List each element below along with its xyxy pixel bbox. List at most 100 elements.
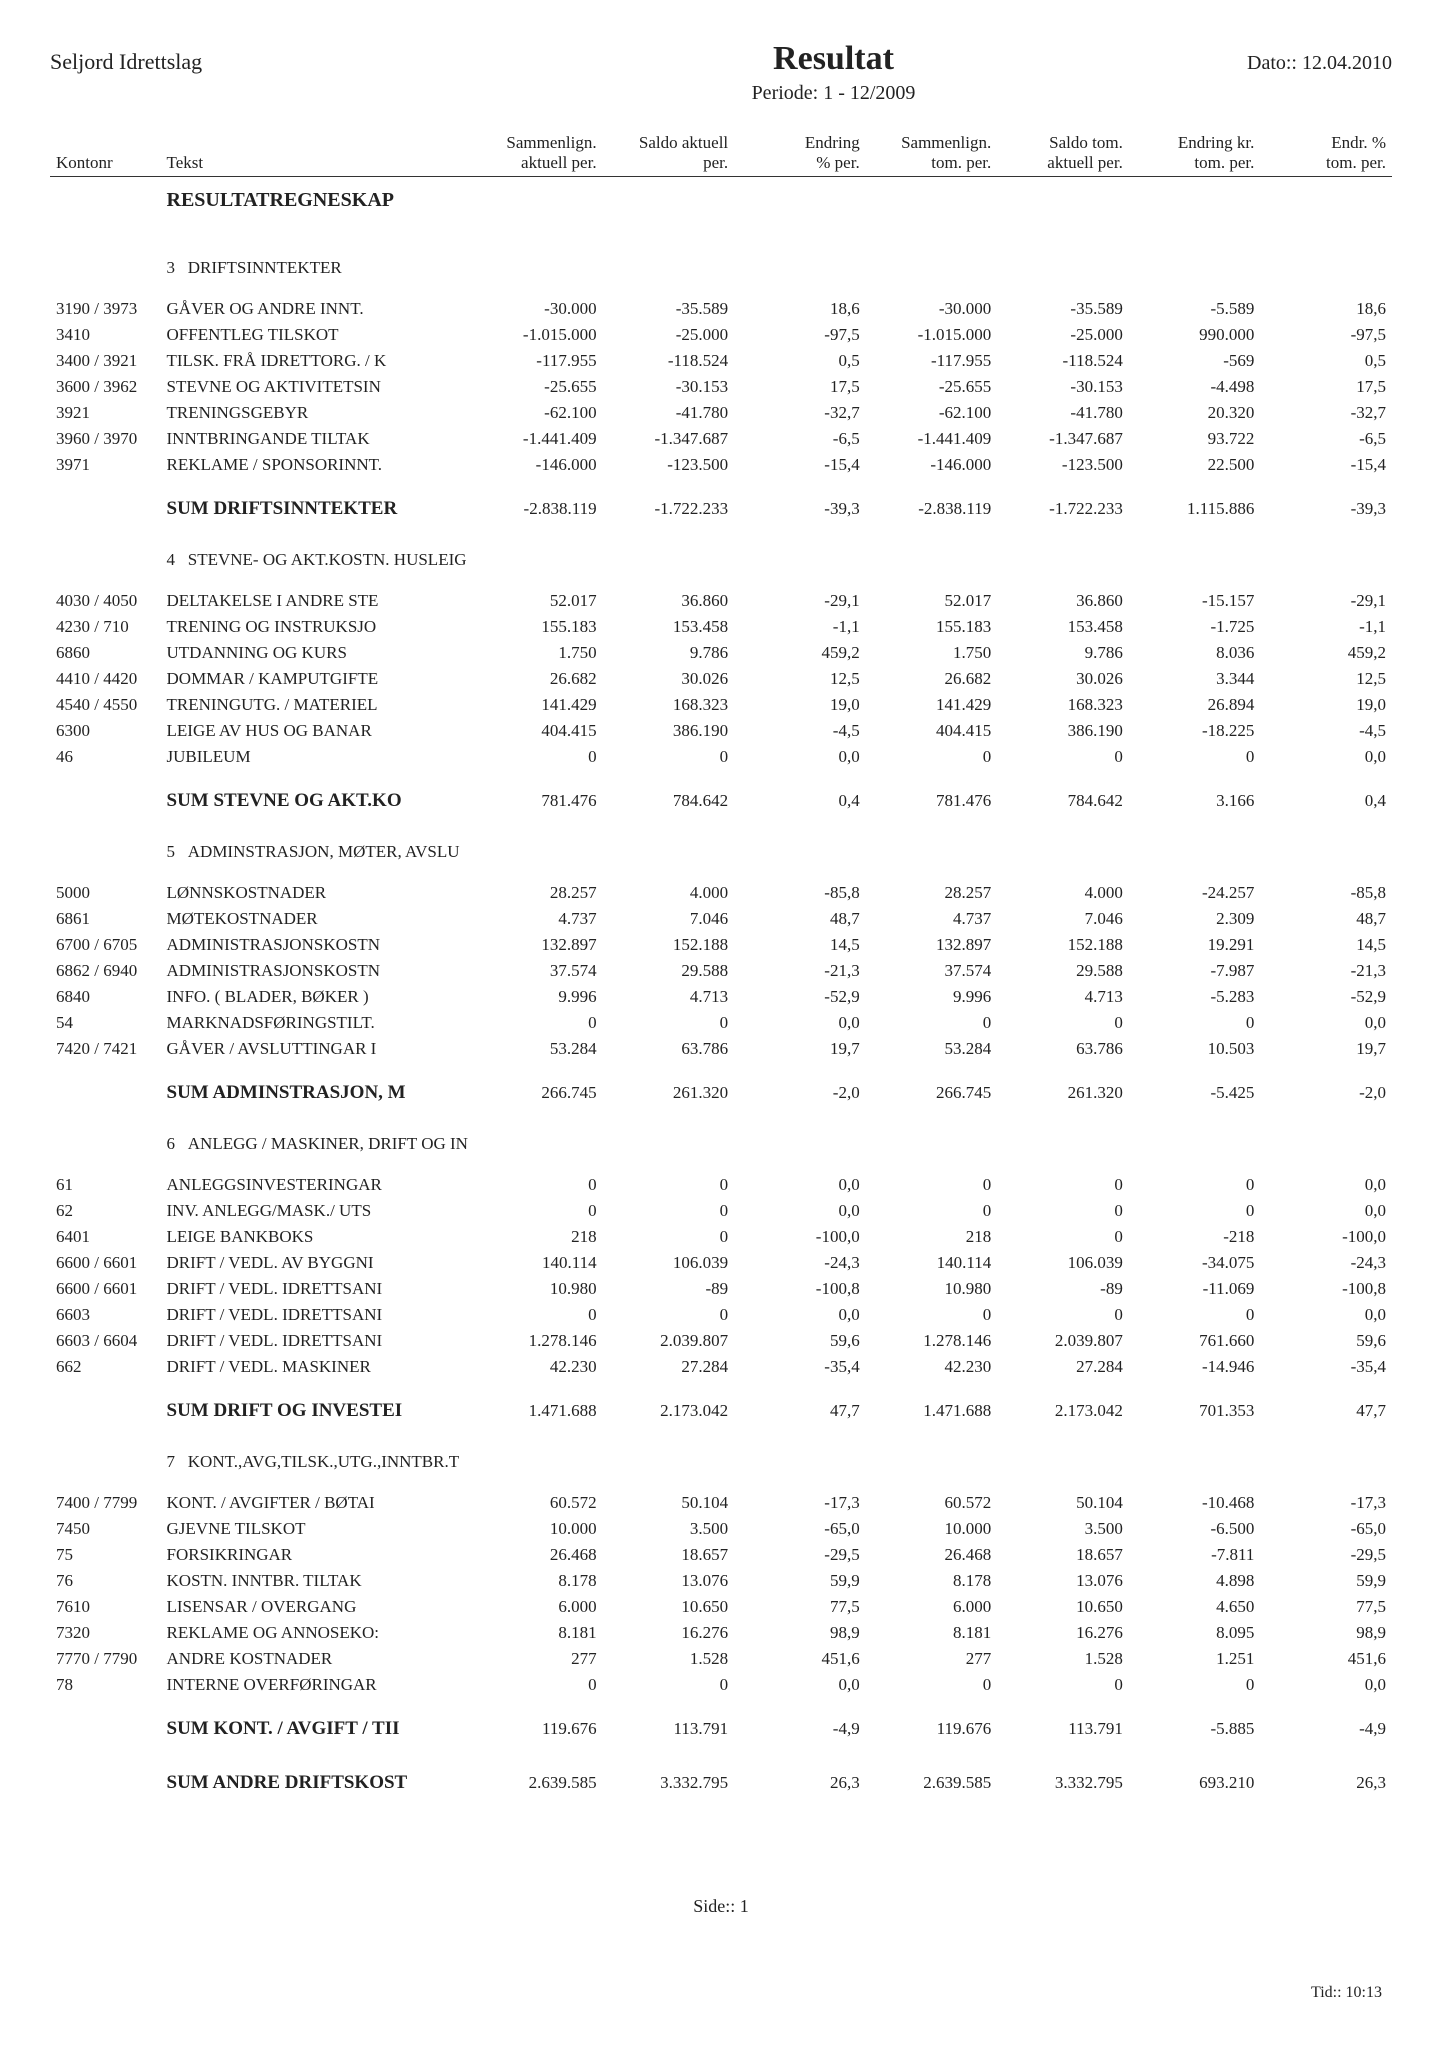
- cell: 781.476: [866, 770, 998, 824]
- report-period: Periode: 1 - 12/2009: [475, 82, 1192, 105]
- category-title: 4 STEVNE- OG AKT.KOSTN. HUSLEIG: [50, 532, 1392, 588]
- cell: -29,5: [1260, 1542, 1392, 1568]
- cell: 42.230: [866, 1354, 998, 1380]
- table-body: RESULTATREGNESKAP 3 DRIFTSINNTEKTER 3190…: [50, 177, 1392, 1807]
- table-row: 6860 UTDANNING OG KURS 1.7509.786459,21.…: [50, 640, 1392, 666]
- col-2: Saldo aktuell per.: [603, 130, 735, 177]
- cell: 0: [1129, 744, 1261, 770]
- cell: 20.320: [1129, 400, 1261, 426]
- cell-konto: 6600 / 6601: [50, 1276, 161, 1302]
- cell: 119.676: [866, 1698, 998, 1752]
- cell: 218: [471, 1224, 603, 1250]
- cell-konto: 3600 / 3962: [50, 374, 161, 400]
- cell: -39,3: [734, 478, 866, 532]
- table-row: 4230 / 710 TRENING OG INSTRUKSJO 155.183…: [50, 614, 1392, 640]
- cell: 3.332.795: [603, 1752, 735, 1806]
- cell: 0,0: [1260, 1010, 1392, 1036]
- cell: 119.676: [471, 1698, 603, 1752]
- cell: 990.000: [1129, 322, 1261, 348]
- cell-konto: 6862 / 6940: [50, 958, 161, 984]
- cell: 0: [997, 1010, 1129, 1036]
- cell: -17,3: [734, 1490, 866, 1516]
- cell-text: MØTEKOSTNADER: [161, 906, 472, 932]
- cell-text: DRIFT / VEDL. IDRETTSANI: [161, 1328, 472, 1354]
- cell-konto: 6840: [50, 984, 161, 1010]
- table-row: 4030 / 4050 DELTAKELSE I ANDRE STE 52.01…: [50, 588, 1392, 614]
- cell: 10.650: [603, 1594, 735, 1620]
- table-row: 3921 TRENINGSGEBYR -62.100-41.780-32,7-6…: [50, 400, 1392, 426]
- cell: 218: [866, 1224, 998, 1250]
- cell: 98,9: [734, 1620, 866, 1646]
- cell: 693.210: [1129, 1752, 1261, 1806]
- cell: 3.500: [603, 1516, 735, 1542]
- cell: 2.309: [1129, 906, 1261, 932]
- cell-text: ANLEGGSINVESTERINGAR: [161, 1172, 472, 1198]
- cell: -32,7: [734, 400, 866, 426]
- table-row: 5000 LØNNSKOSTNADER 28.2574.000-85,828.2…: [50, 880, 1392, 906]
- cell: 0: [997, 744, 1129, 770]
- cell-text: DRIFT / VEDL. AV BYGGNI: [161, 1250, 472, 1276]
- cell: 8.036: [1129, 640, 1261, 666]
- cell: -7.811: [1129, 1542, 1261, 1568]
- cell: -1.725: [1129, 614, 1261, 640]
- org-name: Seljord Idrettslag: [50, 49, 475, 75]
- cell: 152.188: [997, 932, 1129, 958]
- cell-text: LØNNSKOSTNADER: [161, 880, 472, 906]
- footer-page: Side:: 1: [50, 1896, 1392, 1917]
- cell: 36.860: [603, 588, 735, 614]
- cell: 8.178: [471, 1568, 603, 1594]
- report-title: Resultat: [475, 40, 1192, 78]
- cell-text: JUBILEUM: [161, 744, 472, 770]
- cell: -123.500: [997, 452, 1129, 478]
- cell-text: LISENSAR / OVERGANG: [161, 1594, 472, 1620]
- table-header-row: Kontonr Tekst Sammenlign. aktuell per. S…: [50, 130, 1392, 177]
- cell-text: TRENINGUTG. / MATERIEL: [161, 692, 472, 718]
- cell: -2.838.119: [866, 478, 998, 532]
- page: Seljord Idrettslag Resultat Periode: 1 -…: [50, 40, 1392, 2020]
- grand-sum-row: SUM ANDRE DRIFTSKOST2.639.5853.332.79526…: [50, 1752, 1392, 1806]
- cell: 0: [471, 1198, 603, 1224]
- cell: 13.076: [603, 1568, 735, 1594]
- cell: 261.320: [997, 1062, 1129, 1116]
- cell: 27.284: [603, 1354, 735, 1380]
- cell-text: TRENINGSGEBYR: [161, 400, 472, 426]
- cell-text: ANDRE KOSTNADER: [161, 1646, 472, 1672]
- cell-konto: 4230 / 710: [50, 614, 161, 640]
- cell: -15.157: [1129, 588, 1261, 614]
- cell: 701.353: [1129, 1380, 1261, 1434]
- category-title: 5 ADMINSTRASJON, MØTER, AVSLU: [50, 824, 1392, 880]
- cell: 8.181: [866, 1620, 998, 1646]
- cell: -218: [1129, 1224, 1261, 1250]
- cell: -118.524: [603, 348, 735, 374]
- cell: 10.650: [997, 1594, 1129, 1620]
- cell: -85,8: [734, 880, 866, 906]
- cell: 0,0: [1260, 744, 1392, 770]
- table-row: 6600 / 6601 DRIFT / VEDL. AV BYGGNI 140.…: [50, 1250, 1392, 1276]
- cell: 0: [603, 1672, 735, 1698]
- cell-konto: 4540 / 4550: [50, 692, 161, 718]
- cell: 48,7: [1260, 906, 1392, 932]
- cell: 0: [1129, 1172, 1261, 1198]
- cell: 1.251: [1129, 1646, 1261, 1672]
- cell: -35.589: [603, 296, 735, 322]
- cell: 60.572: [471, 1490, 603, 1516]
- cell: 0: [1129, 1302, 1261, 1328]
- sum-row: SUM STEVNE OG AKT.KO781.476784.6420,4781…: [50, 770, 1392, 824]
- cell: -6,5: [1260, 426, 1392, 452]
- cell: 141.429: [866, 692, 998, 718]
- cell: -24.257: [1129, 880, 1261, 906]
- col-4: Sammenlign. tom. per.: [866, 130, 998, 177]
- cell: -100,0: [734, 1224, 866, 1250]
- cell-konto: 3971: [50, 452, 161, 478]
- cell-konto: 54: [50, 1010, 161, 1036]
- cell: 4.000: [997, 880, 1129, 906]
- cell: 0: [603, 1224, 735, 1250]
- cell: 18,6: [734, 296, 866, 322]
- cell: 16.276: [603, 1620, 735, 1646]
- cell-konto: 4410 / 4420: [50, 666, 161, 692]
- cell: 17,5: [734, 374, 866, 400]
- cell: 1.750: [866, 640, 998, 666]
- cell-text: DELTAKELSE I ANDRE STE: [161, 588, 472, 614]
- cell: 784.642: [603, 770, 735, 824]
- cell: 0,0: [734, 1302, 866, 1328]
